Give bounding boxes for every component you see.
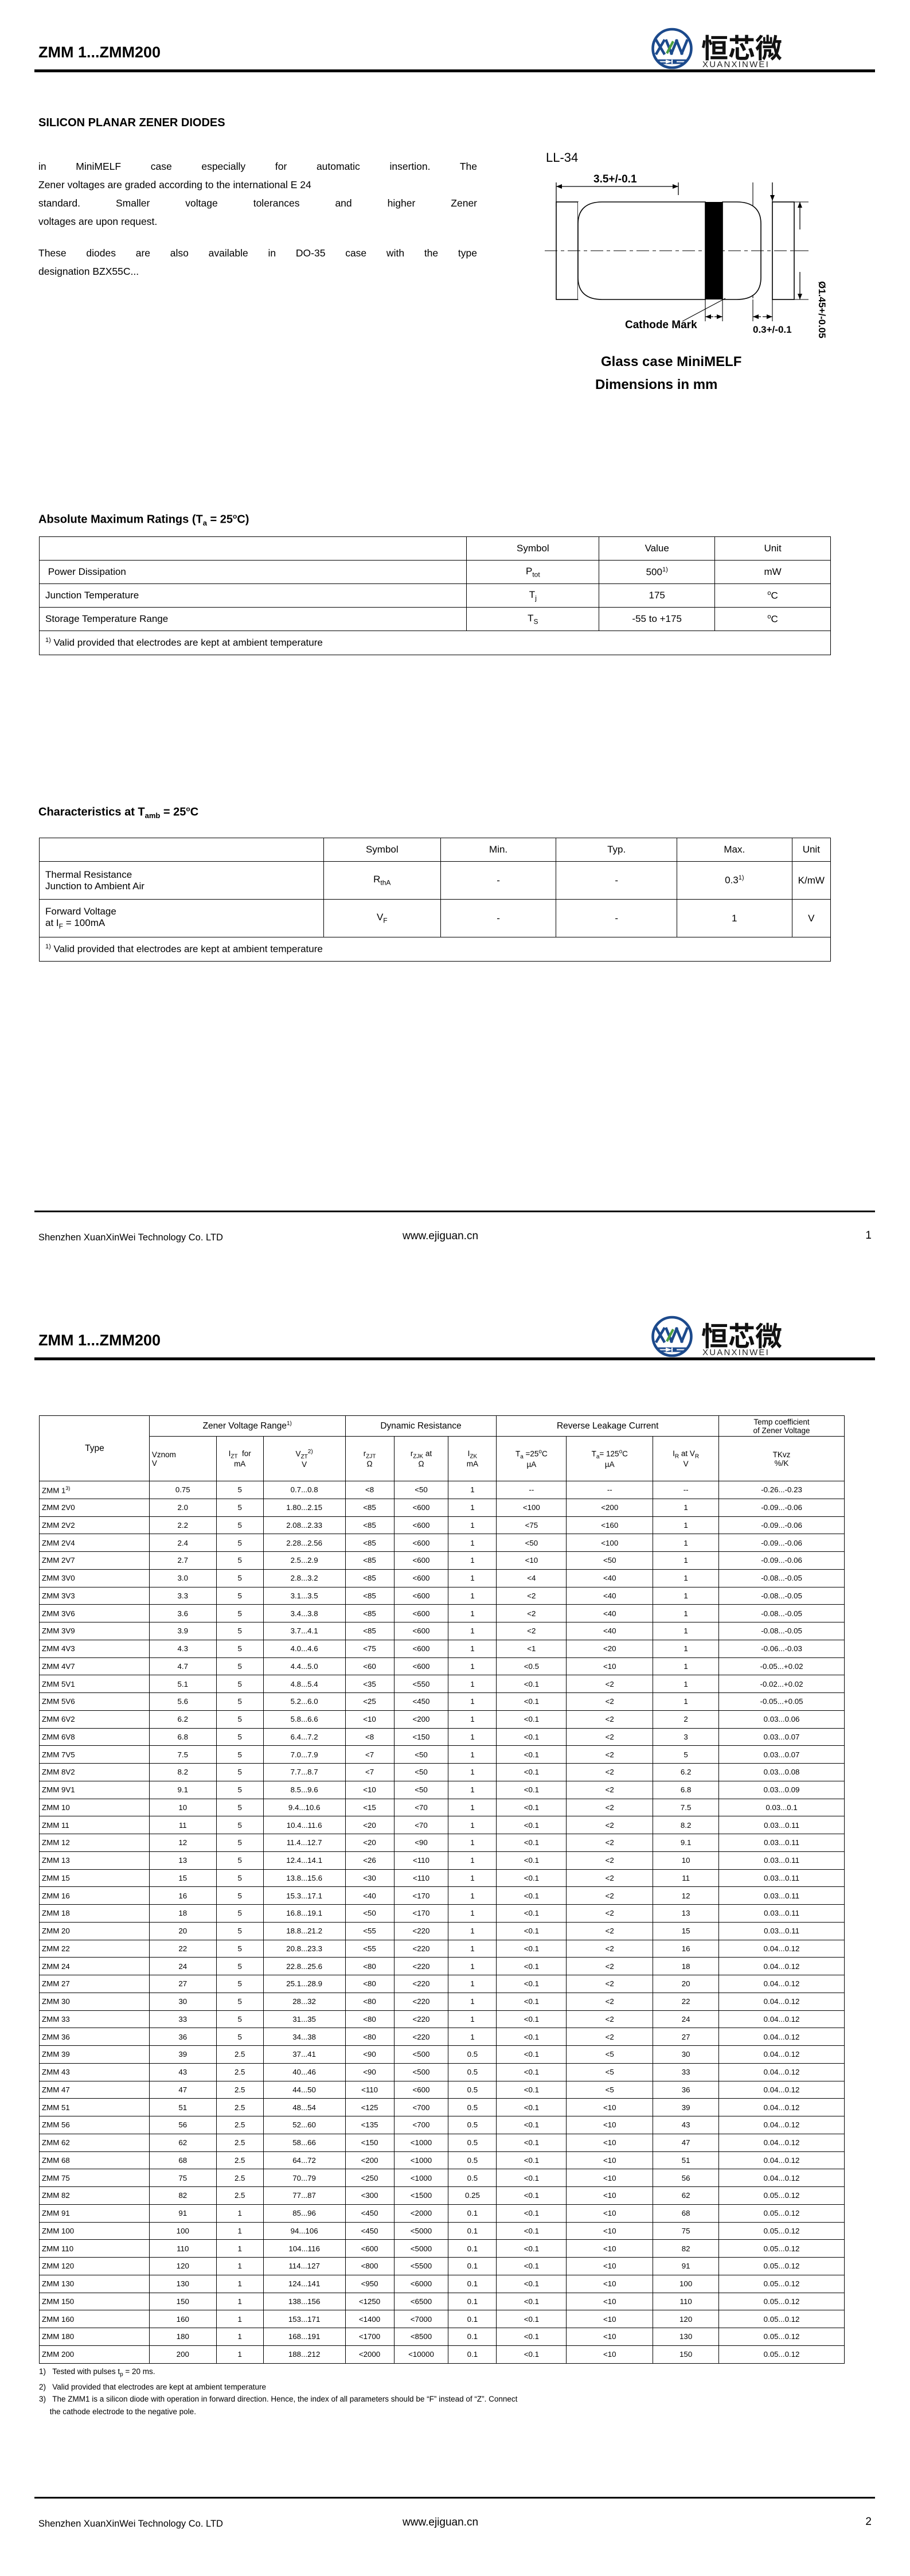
- svg-text:Cathode Mark: Cathode Mark: [625, 319, 697, 331]
- svg-text:Glass case MiniMELF: Glass case MiniMELF: [601, 354, 741, 369]
- svg-text:Dimensions in mm: Dimensions in mm: [595, 377, 717, 392]
- svg-text:0.3+/-0.1: 0.3+/-0.1: [753, 324, 792, 335]
- svg-text:3.5+/-0.1: 3.5+/-0.1: [593, 173, 637, 185]
- svg-text:XUANXINWEI: XUANXINWEI: [702, 1348, 770, 1357]
- svg-text:LL-34: LL-34: [546, 150, 578, 165]
- svg-text:Ø1.45+/-0.05: Ø1.45+/-0.05: [817, 281, 827, 338]
- svg-text:XUANXINWEI: XUANXINWEI: [702, 60, 770, 69]
